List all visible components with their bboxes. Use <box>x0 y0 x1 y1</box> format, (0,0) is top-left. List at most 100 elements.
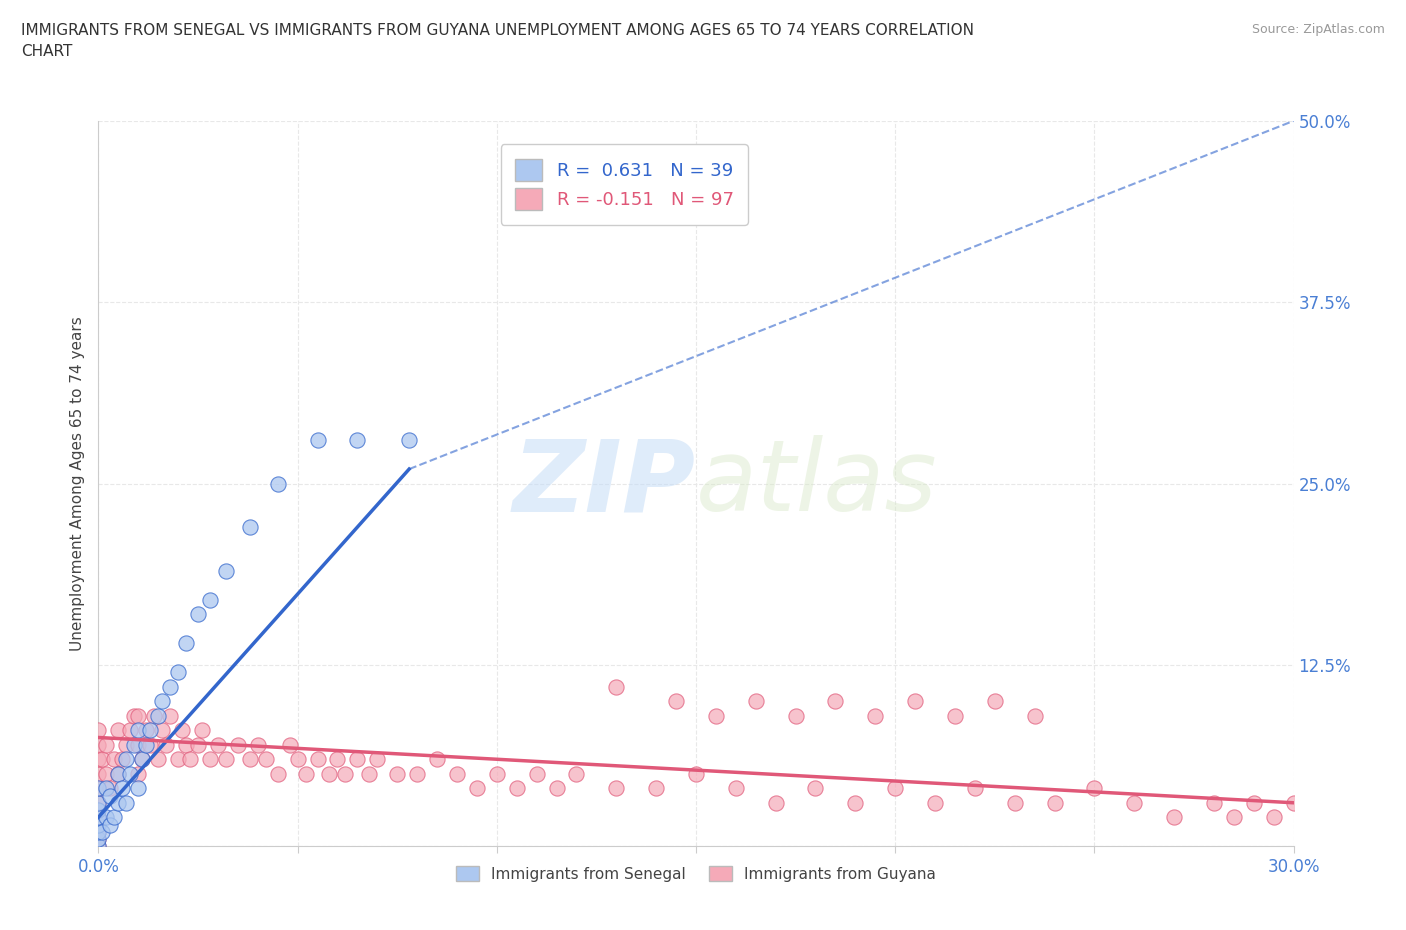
Point <box>465 781 488 796</box>
Point <box>139 723 162 737</box>
Point <box>87 803 110 817</box>
Point <box>87 781 110 796</box>
Text: Source: ZipAtlas.com: Source: ZipAtlas.com <box>1251 23 1385 36</box>
Point <box>765 795 787 810</box>
Point <box>127 709 149 724</box>
Point <box>307 432 329 447</box>
Point <box>346 751 368 766</box>
Point <box>127 737 149 752</box>
Point <box>884 781 907 796</box>
Point <box>665 694 688 709</box>
Point <box>1223 810 1246 825</box>
Point <box>127 766 149 781</box>
Point <box>87 817 110 832</box>
Point <box>87 831 110 846</box>
Point <box>1282 795 1305 810</box>
Point <box>267 476 290 491</box>
Point <box>844 795 866 810</box>
Point <box>155 737 177 752</box>
Point <box>385 766 409 781</box>
Point <box>724 781 747 796</box>
Point <box>148 709 170 724</box>
Point <box>359 766 381 781</box>
Point <box>87 737 110 752</box>
Text: ZIP: ZIP <box>513 435 696 532</box>
Point <box>150 723 173 737</box>
Point <box>943 709 966 724</box>
Point <box>111 751 134 766</box>
Point <box>191 723 214 737</box>
Point <box>963 781 986 796</box>
Point <box>346 432 368 447</box>
Point <box>98 788 122 803</box>
Point <box>159 709 181 724</box>
Point <box>1263 810 1285 825</box>
Point <box>294 766 316 781</box>
Point <box>174 636 197 651</box>
Point <box>179 751 201 766</box>
Point <box>426 751 449 766</box>
Point <box>645 781 668 796</box>
Point <box>226 737 249 752</box>
Point <box>131 751 153 766</box>
Point <box>87 839 110 854</box>
Point <box>307 751 329 766</box>
Point <box>526 766 548 781</box>
Point <box>984 694 1007 709</box>
Point <box>1043 795 1066 810</box>
Point <box>120 766 142 781</box>
Point <box>1202 795 1225 810</box>
Point <box>267 766 290 781</box>
Point <box>239 751 262 766</box>
Point <box>98 781 122 796</box>
Point <box>804 781 827 796</box>
Point <box>107 723 129 737</box>
Point <box>318 766 340 781</box>
Point <box>135 723 157 737</box>
Point <box>87 795 110 810</box>
Point <box>785 709 807 724</box>
Point <box>87 781 110 796</box>
Point <box>103 751 125 766</box>
Point <box>546 781 568 796</box>
Point <box>335 766 357 781</box>
Point <box>120 723 142 737</box>
Point <box>127 781 149 796</box>
Point <box>1004 795 1026 810</box>
Point <box>150 694 173 709</box>
Point <box>115 737 138 752</box>
Point <box>1123 795 1146 810</box>
Point <box>167 665 190 680</box>
Text: atlas: atlas <box>696 435 938 532</box>
Point <box>198 751 221 766</box>
Point <box>96 766 118 781</box>
Point <box>745 694 768 709</box>
Point <box>565 766 588 781</box>
Point <box>704 709 727 724</box>
Y-axis label: Unemployment Among Ages 65 to 74 years: Unemployment Among Ages 65 to 74 years <box>69 316 84 651</box>
Point <box>131 751 153 766</box>
Point <box>605 679 627 694</box>
Point <box>107 766 129 781</box>
Point <box>246 737 269 752</box>
Point <box>506 781 529 796</box>
Point <box>239 520 262 535</box>
Point <box>326 751 349 766</box>
Point <box>187 737 209 752</box>
Point <box>904 694 927 709</box>
Point <box>87 810 110 825</box>
Text: IMMIGRANTS FROM SENEGAL VS IMMIGRANTS FROM GUYANA UNEMPLOYMENT AMONG AGES 65 TO : IMMIGRANTS FROM SENEGAL VS IMMIGRANTS FR… <box>21 23 974 60</box>
Point <box>287 751 309 766</box>
Point <box>115 751 138 766</box>
Point <box>98 817 122 832</box>
Point <box>91 751 114 766</box>
Point <box>1083 781 1105 796</box>
Point <box>207 737 229 752</box>
Point <box>135 737 157 752</box>
Point <box>87 824 110 839</box>
Point <box>1243 795 1265 810</box>
Point <box>824 694 846 709</box>
Point <box>685 766 707 781</box>
Point <box>87 839 110 854</box>
Point <box>96 781 118 796</box>
